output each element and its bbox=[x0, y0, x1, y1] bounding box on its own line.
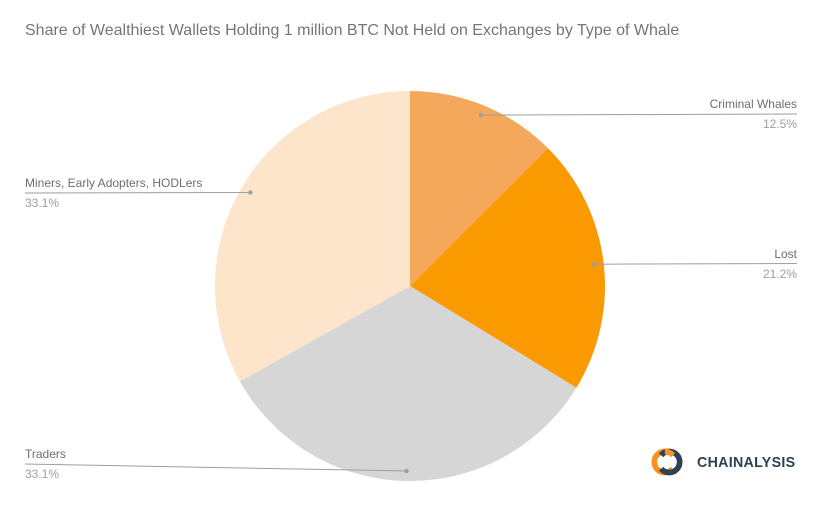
pie-slice-miners-early-adopters-hodlers[interactable] bbox=[214, 90, 410, 382]
slice-label: Traders bbox=[25, 447, 66, 461]
callout-label-lost: Lost 21.2% bbox=[763, 247, 797, 281]
callout-label-traders: Traders 33.1% bbox=[25, 447, 66, 481]
pie-slice-criminal-whales[interactable] bbox=[410, 91, 548, 286]
callout-dot-traders bbox=[404, 468, 409, 474]
slice-percent: 12.5% bbox=[762, 117, 797, 131]
callout-dot-criminal-whales bbox=[478, 112, 484, 118]
callout-line-criminal-whales bbox=[480, 113, 798, 116]
slice-percent: 33.1% bbox=[25, 467, 60, 481]
chainalysis-logo: CHAINALYSIS bbox=[646, 441, 801, 483]
callout-line-miners-early-adopters-hodlers bbox=[24, 192, 251, 194]
slice-label: Criminal Whales bbox=[709, 97, 797, 111]
callout-label-miners: Miners, Early Adopters, HODLers 33.1% bbox=[25, 176, 202, 210]
pie-slice-lost[interactable] bbox=[410, 148, 606, 388]
chainalysis-logo-icon bbox=[651, 448, 683, 476]
callout-dot-miners-early-adopters-hodlers bbox=[248, 190, 253, 195]
callout-dot-lost bbox=[591, 262, 596, 267]
callout-label-criminal-whales: Criminal Whales 12.5% bbox=[710, 97, 797, 131]
chainalysis-wordmark: CHAINALYSIS bbox=[697, 453, 796, 471]
callout-line-traders bbox=[24, 463, 407, 472]
slice-percent: 33.1% bbox=[25, 196, 60, 210]
callout-line-lost bbox=[593, 263, 798, 265]
chart-title: Share of Wealthiest Wallets Holding 1 mi… bbox=[25, 22, 680, 39]
slice-label: Lost bbox=[774, 247, 797, 261]
slice-percent: 21.2% bbox=[762, 267, 797, 281]
pie-slice-traders[interactable] bbox=[239, 286, 577, 482]
slice-label: Miners, Early Adopters, HODLers bbox=[25, 176, 203, 190]
